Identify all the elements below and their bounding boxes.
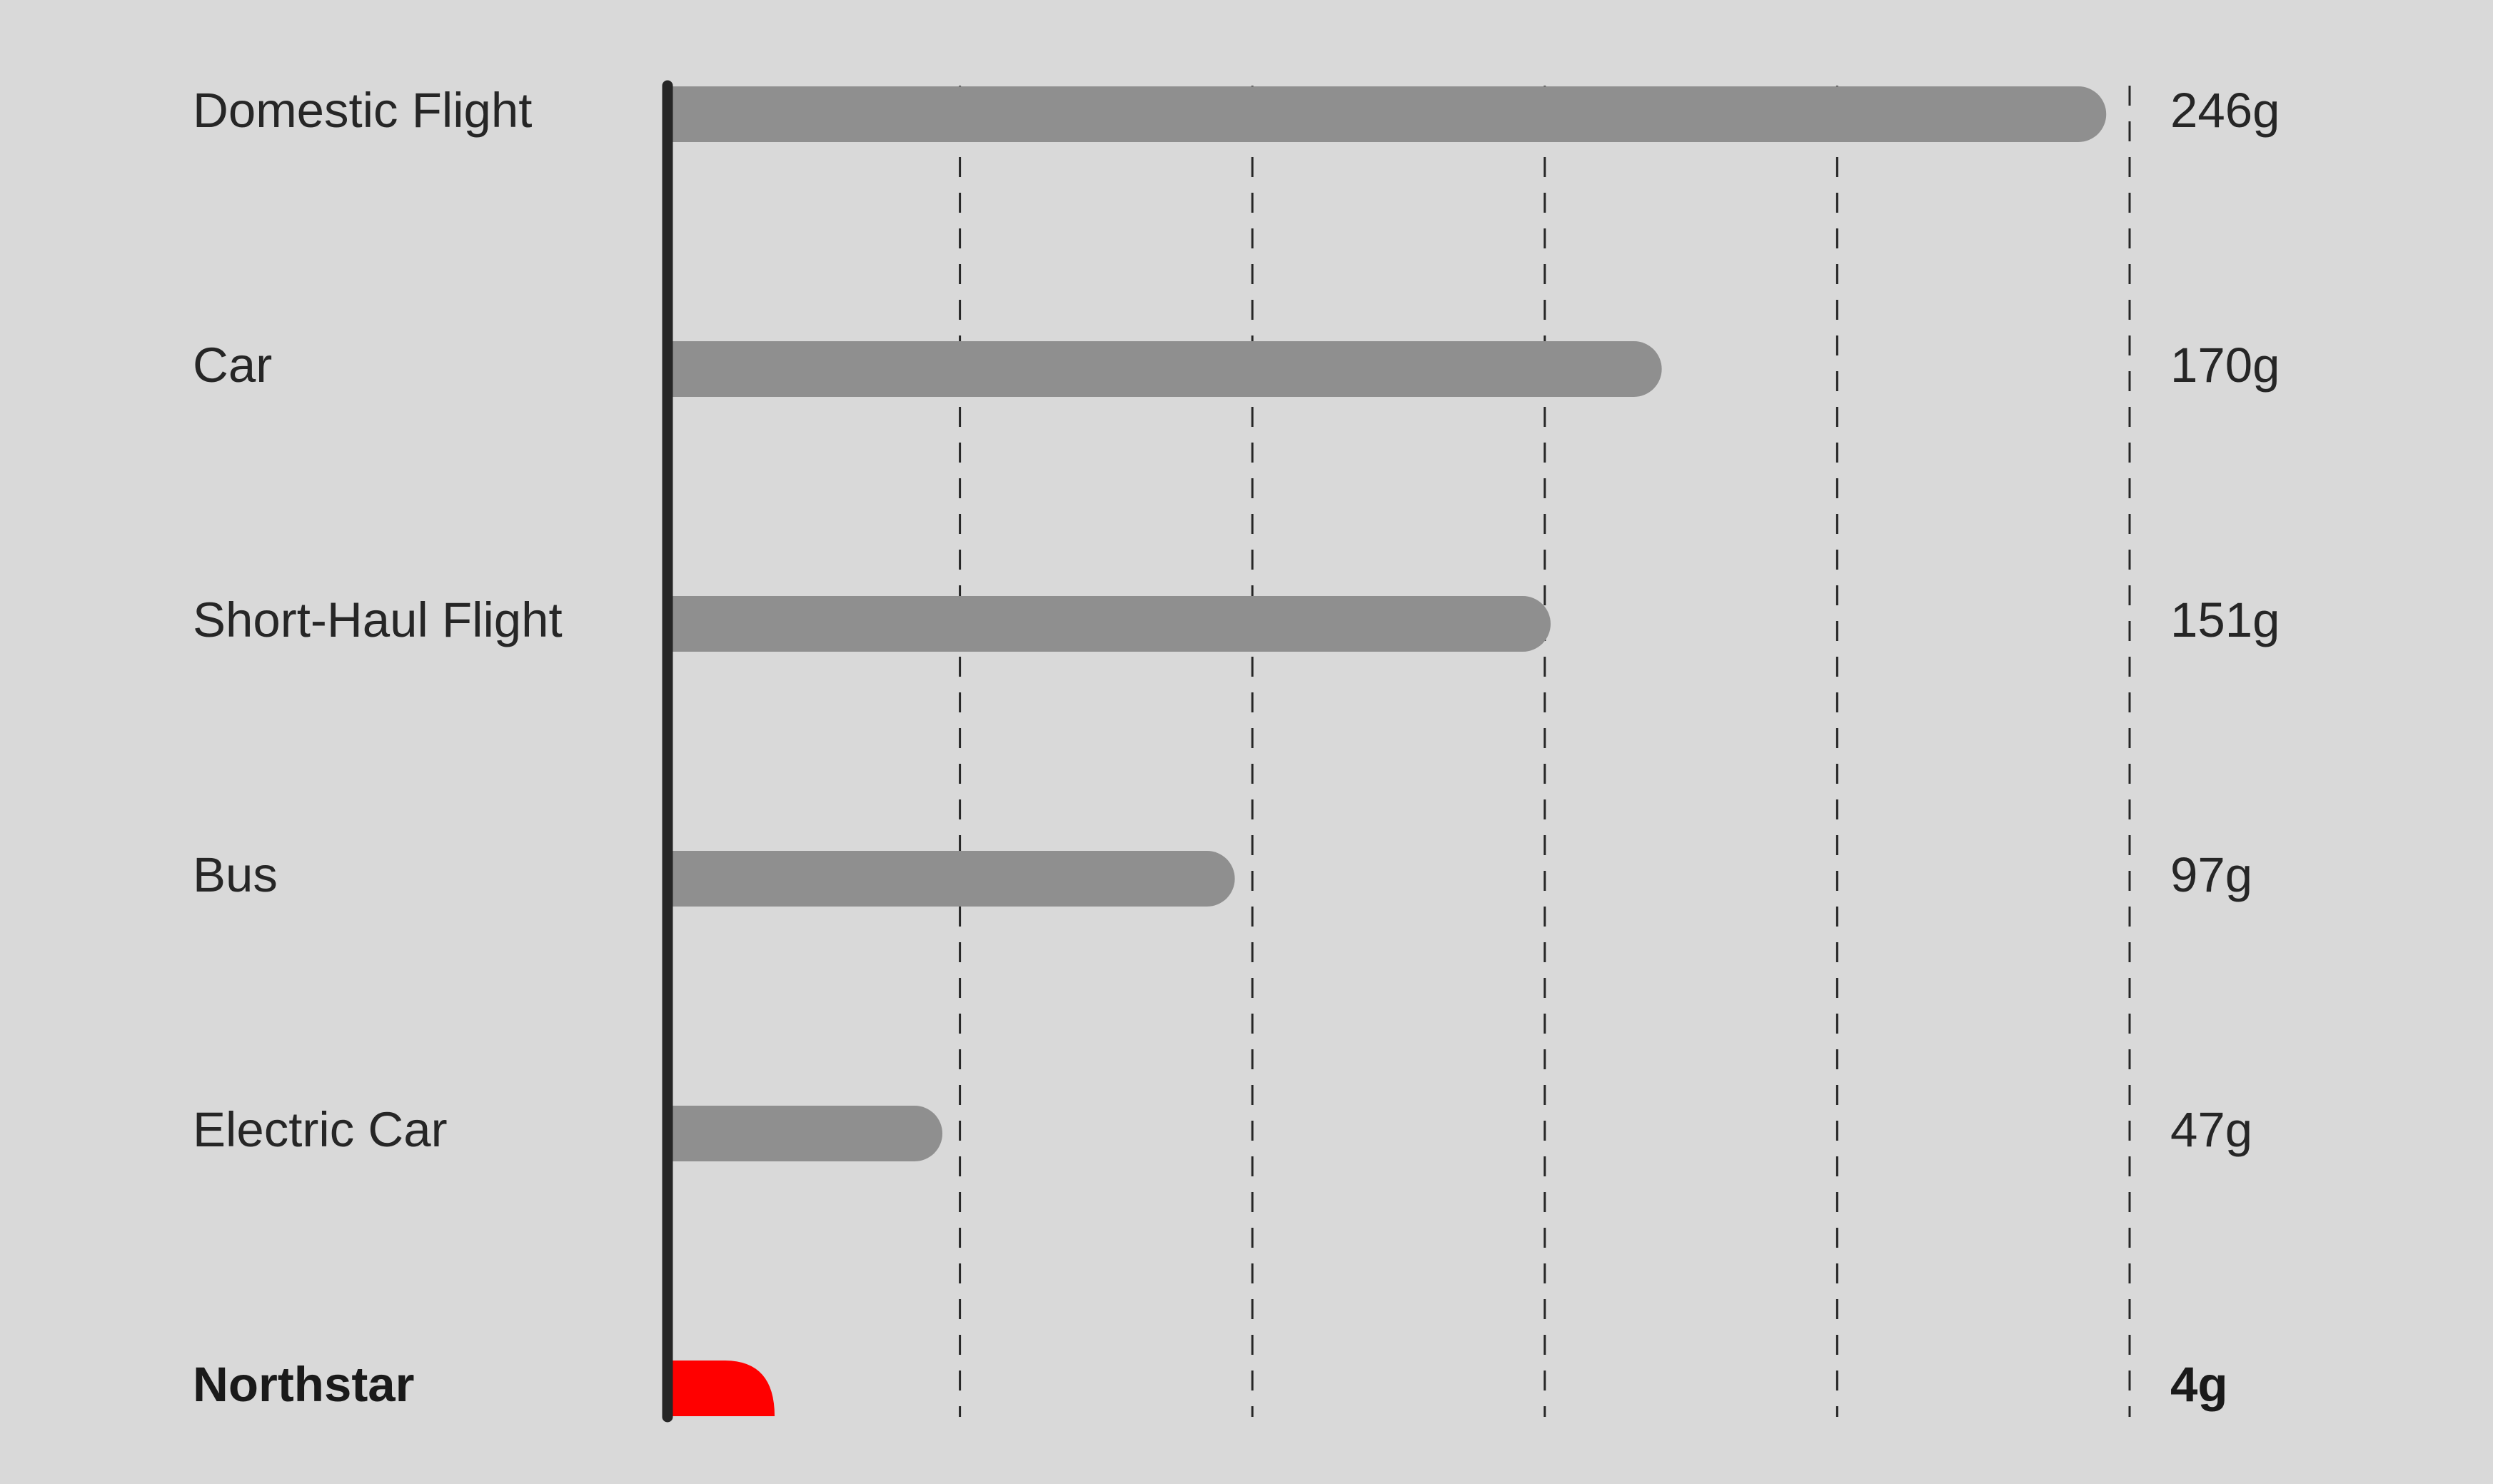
value-label: 151g — [2170, 592, 2280, 647]
bar-northstar — [668, 1361, 775, 1416]
category-label: Electric Car — [193, 1102, 448, 1157]
bar-bus — [668, 851, 1235, 907]
value-label: 246g — [2170, 83, 2280, 138]
category-label: Car — [193, 338, 272, 393]
labels: Domestic Flight 246g Car 170g Short-Haul Fli… — [193, 83, 2280, 1412]
bar-car — [668, 341, 1662, 397]
category-label: Northstar — [193, 1357, 415, 1412]
bar-domestic-flight — [668, 86, 2107, 142]
gridlines — [959, 86, 2131, 1417]
category-label: Domestic Flight — [193, 83, 532, 138]
value-label: 97g — [2170, 847, 2252, 902]
bar-electric-car — [668, 1106, 943, 1161]
value-label: 47g — [2170, 1102, 2252, 1157]
bar-short-haul-flight — [668, 596, 1551, 652]
category-label: Short-Haul Flight — [193, 592, 563, 647]
value-label: 4g — [2170, 1357, 2228, 1412]
bars — [668, 86, 2107, 1416]
value-label: 170g — [2170, 338, 2280, 393]
category-label: Bus — [193, 847, 278, 902]
